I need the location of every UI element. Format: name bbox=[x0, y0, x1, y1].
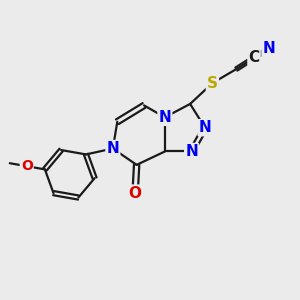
Text: N: N bbox=[158, 110, 171, 125]
Text: N: N bbox=[262, 41, 275, 56]
Text: N: N bbox=[199, 120, 212, 135]
Text: N: N bbox=[185, 144, 198, 159]
Text: N: N bbox=[106, 141, 119, 156]
Text: S: S bbox=[207, 76, 218, 91]
Text: C: C bbox=[248, 50, 260, 65]
Text: O: O bbox=[129, 186, 142, 201]
Text: O: O bbox=[21, 159, 33, 173]
